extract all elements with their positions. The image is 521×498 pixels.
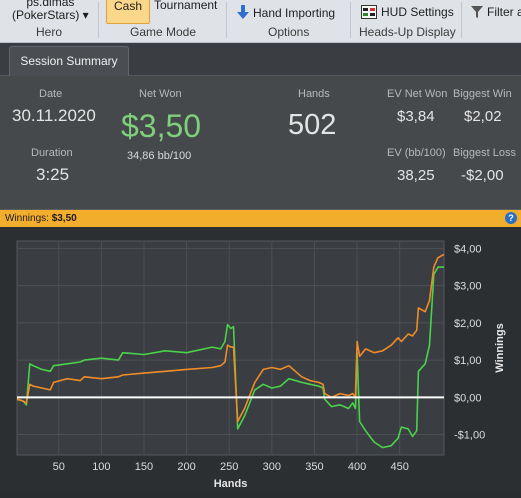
duration-value: 3:25: [36, 165, 70, 184]
plot-area: [16, 240, 445, 456]
ev-bb-label: EV (bb/100): [387, 147, 446, 159]
winnings-header-bar: Winnings: $3,50 ?: [0, 210, 521, 227]
biggest-loss-value: -$2,00: [461, 167, 504, 184]
date-value: 30.11.2020: [12, 106, 96, 125]
y-axis-label: Winnings: [494, 323, 506, 372]
x-tick-label: 300: [263, 461, 281, 473]
ribbon-divider: [350, 2, 351, 38]
hero-group-label: Hero: [36, 25, 63, 39]
ribbon-divider: [461, 2, 462, 38]
hero-site: (PokerStars) ▾: [12, 8, 89, 22]
winnings-chart: 50 100 150 200 250 300 350 400 450 $4,00 $3,00 $2,0…: [16, 240, 506, 490]
y-tick-label: $3,00: [454, 281, 482, 293]
x-tick-label: 100: [92, 461, 110, 473]
net-won-label: Net Won: [139, 88, 182, 100]
hud-icon: [361, 5, 377, 19]
date-label: Date: [39, 88, 63, 100]
x-tick-label: 400: [348, 461, 366, 473]
x-tick-label: 50: [53, 461, 65, 473]
x-tick-label: 450: [391, 461, 409, 473]
x-tick-label: 200: [177, 461, 195, 473]
winnings-title: Winnings: $3,50: [5, 210, 77, 227]
tab-strip: Session Summary: [0, 43, 521, 76]
x-tick-label: 250: [220, 461, 238, 473]
game-mode-group-label: Game Mode: [130, 25, 197, 39]
hero-name: ps.dimas: [26, 0, 75, 9]
session-summary-panel: Date 30.11.2020 Duration 3:25 Net Won $3…: [0, 76, 521, 210]
hands-value: 502: [288, 109, 337, 141]
ev-net-won-value: $3,84: [397, 108, 435, 125]
x-tick-label: 150: [135, 461, 153, 473]
hand-importing-button[interactable]: Hand Importing: [237, 5, 335, 20]
ribbon-divider: [98, 2, 99, 38]
tab-session-summary[interactable]: Session Summary: [9, 46, 129, 76]
help-icon[interactable]: ?: [505, 212, 517, 224]
ribbon-toolbar: ps.dimas (PokerStars) ▾ Hero Cash Tourna…: [0, 0, 521, 43]
headsup-group-label: Heads-Up Display: [359, 25, 456, 39]
winnings-label: Winnings:: [5, 213, 49, 224]
ribbon-divider: [226, 2, 227, 38]
hands-label: Hands: [298, 88, 330, 100]
filter-label: Filter a: [487, 5, 521, 19]
ev-winnings-series-line: [16, 253, 445, 423]
x-tick-label: 350: [305, 461, 323, 473]
biggest-win-label: Biggest Win: [453, 88, 512, 100]
duration-label: Duration: [31, 147, 73, 159]
hud-settings-label: HUD Settings: [381, 5, 454, 19]
filter-button[interactable]: Filter a: [471, 5, 521, 19]
ev-bb-value: 38,25: [397, 167, 435, 184]
y-tick-label: $0,00: [454, 392, 482, 404]
filter-icon: [471, 5, 483, 18]
ev-net-won-label: EV Net Won: [387, 88, 448, 100]
hand-importing-label: Hand Importing: [253, 5, 336, 20]
options-group-label: Options: [268, 25, 310, 39]
biggest-loss-label: Biggest Loss: [453, 147, 516, 159]
tournament-button[interactable]: Tournament: [154, 0, 218, 12]
biggest-win-value: $2,02: [464, 108, 502, 125]
y-tick-label: -$1,00: [454, 430, 485, 442]
hero-selector[interactable]: ps.dimas (PokerStars) ▾: [12, 0, 89, 22]
winnings-chart-area: 50 100 150 200 250 300 350 400 450 $4,00 $3,00 $2,0…: [0, 227, 521, 493]
y-tick-label: $2,00: [454, 318, 482, 330]
hud-settings-button[interactable]: HUD Settings: [361, 5, 454, 19]
bb-per-100-value: 34,86 bb/100: [127, 150, 192, 162]
cash-button[interactable]: Cash: [106, 0, 150, 24]
y-tick-label: $4,00: [454, 243, 482, 255]
net-won-value: $3,50: [121, 108, 202, 144]
winnings-value: $3,50: [51, 213, 77, 224]
x-axis-label: Hands: [214, 478, 248, 490]
download-arrow-icon: [237, 5, 249, 19]
y-tick-label: $1,00: [454, 355, 482, 367]
winnings-series-line: [16, 266, 444, 449]
